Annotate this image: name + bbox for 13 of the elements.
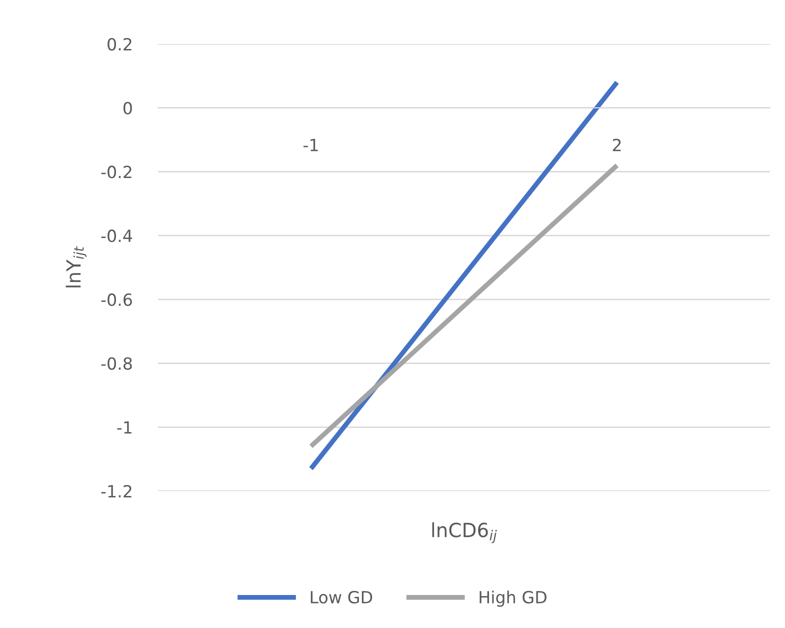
legend-label: High GD xyxy=(480,590,546,607)
y-tick-label: -1 xyxy=(117,421,132,434)
y-tick-label: -0.6 xyxy=(101,293,132,306)
y-tick-label: -0.2 xyxy=(101,166,132,178)
y-tick-label: 0 xyxy=(123,102,132,114)
y-tick-label: 0.2 xyxy=(108,38,132,51)
y-tick-label: -1.2 xyxy=(101,484,132,498)
x-tick-label: 2 xyxy=(612,138,621,152)
y-tick-label: -0.4 xyxy=(101,230,132,242)
x-axis-title: lnCD6$_{ij}$ xyxy=(432,522,497,544)
legend-label: Low GD xyxy=(310,590,372,604)
y-axis-title: lnY$_{ijt}$ xyxy=(66,246,87,288)
y-tick-label: -0.8 xyxy=(101,357,132,370)
